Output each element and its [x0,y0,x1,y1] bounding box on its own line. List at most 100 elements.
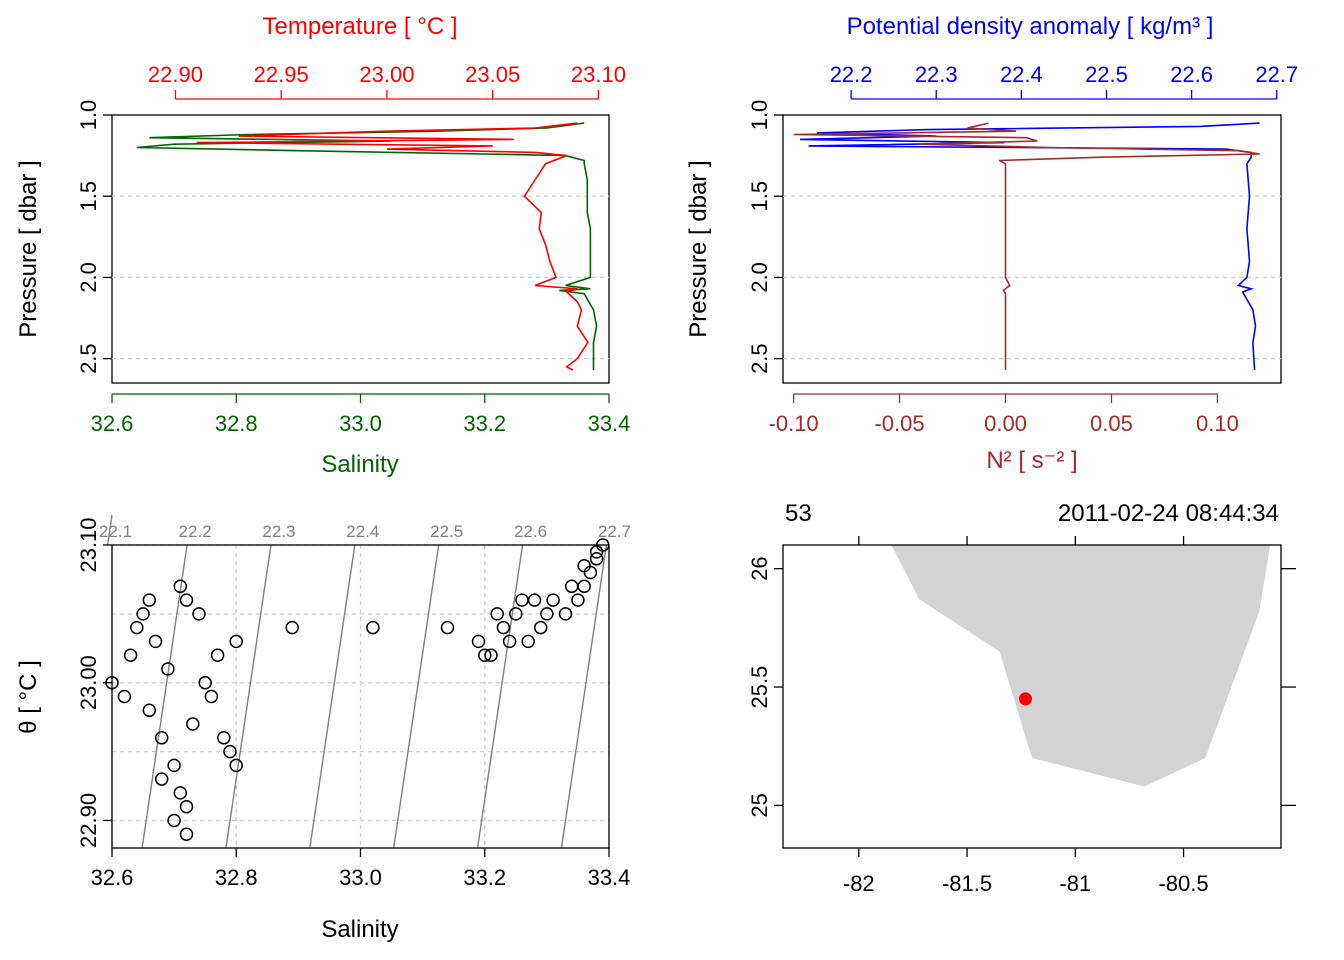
isopycnals: 22.1 22.2 22.3 22.4 22.5 22.6 22.7 [99,515,631,849]
station-marker [1019,692,1033,706]
ts-point [589,552,604,566]
panel-station-map: -82 -81.5 -81 -80.5 25 25.5 26 53 2011-02-24 0… [747,500,1296,896]
ts-point [186,717,200,731]
ts-point [154,731,169,745]
axis-ticks-profile-ts: 1.0 1.5 2.0 2.5 32.6 32.8 33.0 33.2 33.4 22.90 22.… [76,62,631,436]
isopycnal-line [141,544,188,849]
series-profile-ts [136,122,598,371]
lat-tick-label: 25 [747,793,772,817]
land [891,545,1271,787]
x-tick-label: 33.4 [588,865,631,890]
y-tick-label: 22.90 [76,793,101,848]
ts-point [173,786,188,800]
ts-point [167,813,181,828]
ts-point [471,634,486,649]
ts-point [217,731,231,745]
axis-title-density: Potential density anomaly [ kg/m³ ] [847,13,1214,40]
axis-title-pressure-left: Pressure [ dbar ] [15,160,42,337]
axis-title-theta: θ [ °C ] [15,660,42,734]
panel-profile-ts: 1.0 1.5 2.0 2.5 32.6 32.8 33.0 33.2 33.4 22.90 22.… [15,13,630,478]
panel-ts-diagram: 22.1 22.2 22.3 22.4 22.5 22.6 22.7 32.6 32.8 33.… [15,515,631,943]
grid-profile-ts [112,195,609,360]
ts-point [130,620,144,635]
x-top-tick-label: 22.5 [1085,62,1128,87]
y-tick-label: 1.0 [747,100,772,131]
station-datetime: 2011-02-24 08:44:34 [1058,500,1279,527]
ts-point [179,827,194,841]
x-top-tick-label: 23.10 [571,62,626,87]
lon-tick-label: -81 [1059,871,1091,896]
ts-point [589,545,604,559]
x-top-tick-label: 22.95 [254,62,309,87]
isopycnal-label: 22.3 [262,522,295,541]
axis-ticks-ts-diagram: 32.6 32.8 33.0 33.2 33.4 22.90 23.00 23.10 [76,517,631,890]
ts-point [571,593,585,607]
ts-point [533,620,548,635]
x-top-tick-label: 22.6 [1170,62,1213,87]
x-tick-label: 32.8 [215,865,258,890]
x-bottom-tick-label: 33.4 [588,411,631,436]
panel-profile-density: 1.0 1.5 2.0 2.5 -0.10 -0.05 0.00 0.05 0.10 22.2 22… [685,13,1298,474]
x-tick-label: 32.6 [91,865,134,890]
x-tick-label: 33.2 [463,865,506,890]
ts-point [564,579,579,594]
plot-area-profile-ts [111,114,610,384]
y-tick-label: 23.10 [76,517,101,572]
ts-point [546,593,560,607]
grid-profile-density [783,195,1281,360]
ts-point [478,648,492,662]
ts-point [440,620,455,635]
x-top-tick-label: 22.90 [148,62,203,87]
axis-title-pressure-right: Pressure [ dbar ] [685,160,712,337]
x-top-tick-label: 23.00 [359,62,414,87]
grid-ts-diagram [111,544,610,848]
ts-point [502,634,517,649]
y-tick-label: 2.5 [76,343,101,374]
lon-tick-label: -80.5 [1158,871,1208,896]
isopycnal-line [106,515,113,546]
series-profile-density [793,122,1260,371]
ts-point [142,703,157,718]
ts-point [490,607,504,621]
isopycnal-line [476,544,524,849]
x-bottom-tick-label: 33.0 [339,411,382,436]
series-line [136,122,598,370]
ts-point [229,634,243,649]
ts-point [198,675,212,690]
x-bottom-tick-label: 0.05 [1090,411,1133,436]
isopycnal-line [560,544,608,849]
ts-point [223,744,237,759]
x-bottom-tick-label: 32.6 [91,411,134,436]
ts-point [173,579,188,594]
lat-tick-label: 25.5 [747,666,772,709]
ts-point [540,607,554,621]
ts-points [105,538,610,841]
ts-point [192,607,206,621]
isopycnal-label: 22.1 [99,522,132,541]
ts-point [179,593,194,607]
axis-title-temperature: Temperature [ °C ] [263,13,458,40]
lat-tick-label: 26 [747,556,772,580]
ts-point [577,558,591,573]
ts-point [161,662,175,676]
station-label: 53 [785,500,812,527]
ts-point [484,648,498,662]
ts-point [577,579,591,594]
lon-tick-label: -82 [843,871,875,896]
isopycnal-label: 22.2 [179,522,212,541]
isopycnal-label: 22.5 [430,522,463,541]
ts-point [123,648,138,662]
x-top-tick-label: 22.3 [915,62,958,87]
y-tick-label: 23.00 [76,655,101,710]
isopycnal-label: 22.7 [598,522,631,541]
ts-point [210,648,225,662]
isopycnal-line [225,544,272,849]
ts-point [496,620,511,635]
y-tick-label: 2.5 [747,343,772,374]
y-tick-label: 1.5 [76,181,101,212]
ts-point [366,620,380,635]
ts-point [285,620,299,635]
series-line [793,122,1260,370]
ts-point [142,593,157,607]
axis-title-ts-salinity: Salinity [321,916,398,943]
